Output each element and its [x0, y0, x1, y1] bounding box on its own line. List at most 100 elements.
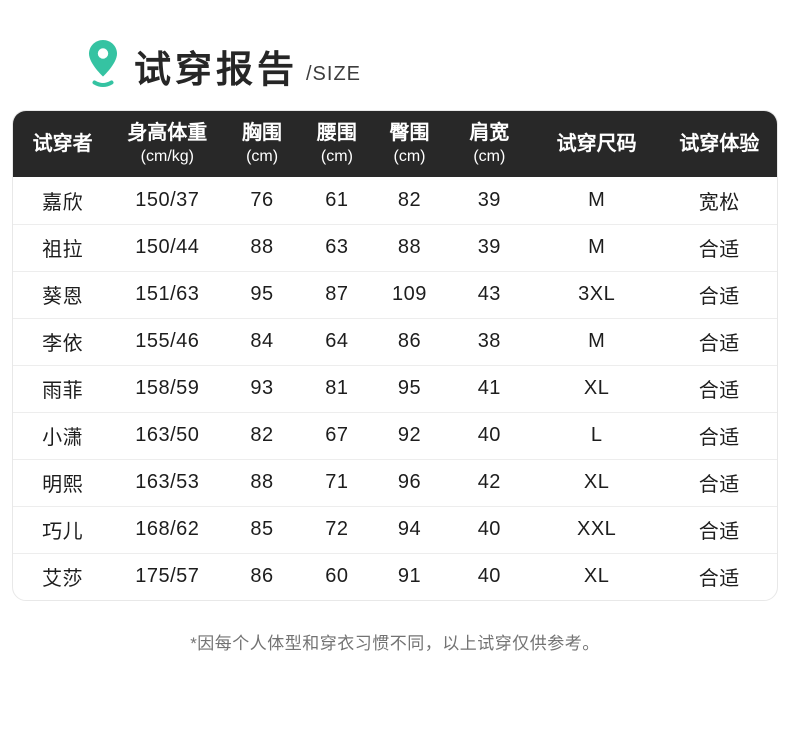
- table-cell: 71: [301, 458, 373, 506]
- column-header-label: 身高体重: [127, 121, 208, 144]
- column-header-1: 身高体重 (cm/kg): [112, 111, 223, 177]
- table-cell: 合适: [661, 364, 777, 412]
- column-header-unit: (cm/kg): [140, 147, 194, 165]
- table-cell: 92: [372, 411, 447, 459]
- tester-name-cell: 小潇: [13, 411, 113, 459]
- column-header-2: 胸围 (cm): [222, 111, 302, 177]
- table-cell: 85: [222, 505, 302, 553]
- column-header-4: 臀围 (cm): [372, 111, 447, 177]
- table-row: 艾莎 175/57 86 60 91 40 XL 合适: [13, 552, 777, 600]
- column-header-label: 试穿者: [32, 132, 93, 155]
- column-header-label: 试穿尺码: [556, 132, 637, 155]
- table-cell: 63: [301, 223, 373, 271]
- table-cell: 40: [446, 552, 532, 600]
- column-header-5: 肩宽 (cm): [446, 111, 532, 177]
- tester-name-cell: 巧儿: [13, 505, 113, 553]
- table-cell: 40: [446, 411, 532, 459]
- table-cell: 76: [250, 188, 274, 211]
- table-row: 葵恩 151/63 95 87 109 43 3XL 合适: [13, 270, 777, 318]
- table-cell: 175/57: [112, 552, 223, 600]
- tester-name-cell: 祖拉: [13, 223, 113, 271]
- table-cell: 93: [222, 364, 302, 412]
- column-header-3: 腰围 (cm): [301, 111, 373, 177]
- size-report-section: 试穿报告 /SIZE 试穿者 身高体重 (cm/kg) 胸围 (cm) 腰围 (cm) 臀围 (…: [0, 36, 790, 746]
- table-cell: 39: [446, 223, 532, 271]
- table-cell: 91: [372, 552, 447, 600]
- location-pin-icon: [86, 38, 120, 88]
- column-header-unit: (cm): [320, 147, 353, 165]
- table-cell: XL: [531, 458, 662, 506]
- table-cell: 61: [325, 188, 349, 211]
- table-row: 祖拉 150/44 88 63 88 39 M 合适: [13, 223, 777, 271]
- table-cell: M: [531, 317, 662, 365]
- table-cell: 合适: [661, 317, 777, 365]
- table-cell: 81: [301, 364, 373, 412]
- table-cell: 64: [301, 317, 373, 365]
- column-header-6: 试穿尺码: [531, 111, 662, 177]
- table-cell: 96: [372, 458, 447, 506]
- tester-name-cell: 雨菲: [13, 364, 113, 412]
- table-cell: 84: [222, 317, 302, 365]
- table-cell: 82: [222, 411, 302, 459]
- table-cell: 151/63: [112, 270, 223, 318]
- size-report-table-card: 试穿者 身高体重 (cm/kg) 胸围 (cm) 腰围 (cm) 臀围 (cm) 肩宽 (cm) 试穿…: [12, 110, 778, 601]
- table-row: 小潇 163/50 82 67 92 40 L 合适: [13, 411, 777, 459]
- table-body: 嘉欣 150/37 76 61 82 39 M 宽松 祖拉 150/44 88 63 88 39 M 合适 葵恩…: [13, 177, 777, 600]
- table-cell: 87: [301, 270, 373, 318]
- table-cell: 95: [222, 270, 302, 318]
- tester-name-cell: 明熙: [13, 458, 113, 506]
- table-cell: 94: [372, 505, 447, 553]
- table-cell: 合适: [661, 458, 777, 506]
- table-cell: 163/53: [112, 458, 223, 506]
- column-header-label: 臀围: [389, 121, 430, 144]
- table-cell: 43: [446, 270, 532, 318]
- table-cell: 60: [301, 552, 373, 600]
- column-header-unit: (cm): [393, 147, 426, 165]
- tester-name-cell: 艾莎: [13, 552, 113, 600]
- table-cell: 158/59: [112, 364, 223, 412]
- table-cell: 150/37: [135, 188, 200, 211]
- column-header-7: 试穿体验: [661, 111, 777, 177]
- table-cell: 88: [372, 223, 447, 271]
- table-cell: M: [531, 223, 662, 271]
- column-header-0: 试穿者: [13, 111, 113, 177]
- table-row: 巧儿 168/62 85 72 94 40 XXL 合适: [13, 505, 777, 553]
- table-cell: XXL: [531, 505, 662, 553]
- table-cell: 合适: [661, 223, 777, 271]
- table-row: 嘉欣 150/37 76 61 82 39 M 宽松: [13, 177, 777, 224]
- table-row: 雨菲 158/59 93 81 95 41 XL 合适: [13, 364, 777, 412]
- table-row: 明熙 163/53 88 71 96 42 XL 合适: [13, 458, 777, 506]
- section-subtitle: /SIZE: [306, 63, 362, 85]
- table-cell: 38: [446, 317, 532, 365]
- table-cell: L: [531, 411, 662, 459]
- table-cell: 168/62: [112, 505, 223, 553]
- table-cell: XL: [531, 552, 662, 600]
- table-cell: 3XL: [531, 270, 662, 318]
- disclaimer-footnote: *因每个人体型和穿衣习惯不同，以上试穿仅供参考。: [190, 634, 600, 653]
- section-header: 试穿报告 /SIZE: [86, 36, 790, 88]
- table-cell: 宽松: [698, 191, 740, 214]
- column-header-label: 肩宽: [469, 121, 510, 144]
- tester-name-cell: 李依: [13, 317, 113, 365]
- table-cell: 150/44: [112, 223, 223, 271]
- tester-name-cell: 葵恩: [13, 270, 113, 318]
- table-cell: 合适: [661, 552, 777, 600]
- size-report-table: 试穿者 身高体重 (cm/kg) 胸围 (cm) 腰围 (cm) 臀围 (cm) 肩宽 (cm) 试穿…: [13, 111, 777, 600]
- table-cell: 95: [372, 364, 447, 412]
- table-cell: 合适: [661, 505, 777, 553]
- table-cell: 合适: [661, 411, 777, 459]
- table-cell: XL: [531, 364, 662, 412]
- column-header-unit: (cm): [246, 147, 279, 165]
- column-header-label: 试穿体验: [679, 132, 760, 155]
- table-cell: 109: [372, 270, 447, 318]
- table-cell: 72: [301, 505, 373, 553]
- table-cell: 40: [446, 505, 532, 553]
- table-cell: 86: [372, 317, 447, 365]
- section-title: 试穿报告: [134, 49, 298, 90]
- table-row: 李依 155/46 84 64 86 38 M 合适: [13, 317, 777, 365]
- table-header-row: 试穿者 身高体重 (cm/kg) 胸围 (cm) 腰围 (cm) 臀围 (cm) 肩宽 (cm) 试穿…: [13, 111, 777, 177]
- table-cell: 41: [446, 364, 532, 412]
- table-cell: 88: [222, 458, 302, 506]
- table-cell: 82: [397, 188, 422, 211]
- column-header-label: 胸围: [242, 121, 283, 144]
